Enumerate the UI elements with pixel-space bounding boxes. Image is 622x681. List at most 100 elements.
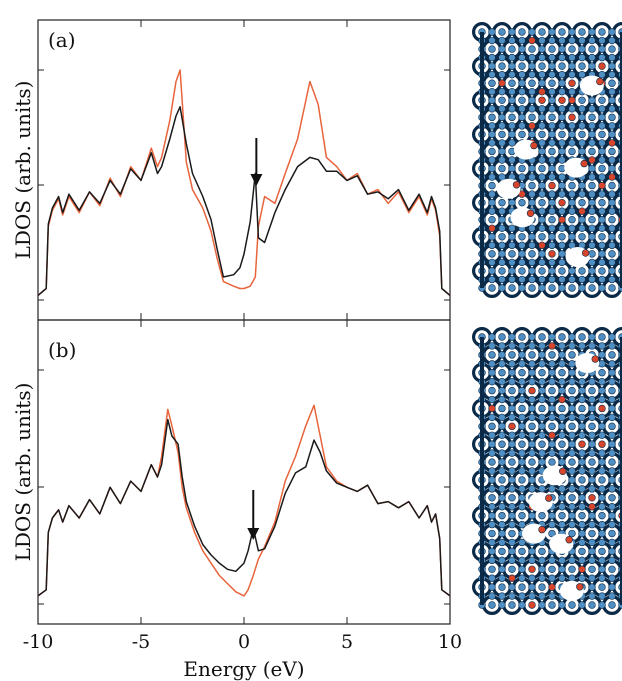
carbon-atom: [498, 467, 506, 475]
dopant-atom: [538, 96, 546, 104]
carbon-atom: [488, 601, 496, 609]
dopant-atom: [559, 467, 567, 475]
carbon-atom: [508, 431, 516, 439]
carbon-atom: [508, 547, 516, 556]
carbon-atom: [578, 377, 586, 386]
carbon-atom: [548, 88, 556, 96]
carbon-atom: [508, 130, 516, 139]
carbon-atom: [518, 574, 526, 582]
carbon-atom: [578, 181, 586, 190]
carbon-atom: [538, 53, 546, 62]
carbon-atom: [528, 113, 536, 122]
carbon-atom: [588, 241, 596, 250]
carbon-atom: [518, 583, 526, 591]
carbon-atom: [598, 250, 606, 258]
carbon-atom: [558, 53, 566, 62]
carbon-atom: [528, 233, 536, 241]
carbon-atom: [608, 70, 616, 79]
carbon-atom: [498, 386, 506, 395]
carbon-atom: [538, 45, 546, 53]
carbon-atom: [558, 139, 566, 147]
carbon-atom: [528, 173, 536, 181]
carbon-atom: [588, 565, 596, 573]
carbon-atom: [538, 36, 546, 45]
carbon-atom: [498, 547, 506, 556]
carbon-atom: [598, 122, 606, 130]
carbon-atom: [488, 62, 496, 70]
carbon-atom: [608, 520, 616, 529]
carbon-atom: [538, 258, 546, 267]
carbon-atom: [548, 511, 556, 520]
carbon-atom: [608, 467, 616, 475]
carbon-atom: [528, 351, 536, 359]
carbon-atom: [558, 173, 566, 181]
carbon-atom: [608, 207, 616, 215]
carbon-atom: [608, 538, 616, 547]
carbon-atom: [498, 574, 506, 582]
carbon-atom: [548, 377, 556, 386]
carbon-atom: [598, 190, 606, 198]
carbon-atom: [558, 233, 566, 241]
carbon-atom: [548, 449, 556, 457]
carbon-atom: [568, 431, 576, 439]
carbon-atom: [558, 79, 566, 87]
carbon-atom: [608, 422, 616, 431]
carbon-atom: [518, 173, 526, 181]
carbon-atom: [568, 216, 576, 224]
carbon-atom: [588, 485, 596, 493]
carbon-atom: [528, 181, 536, 190]
carbon-atom: [568, 70, 576, 79]
carbon-atom: [518, 494, 526, 502]
carbon-atom: [548, 139, 556, 147]
carbon-atom: [608, 181, 616, 190]
carbon-atom: [588, 449, 596, 457]
carbon-atom: [488, 538, 496, 547]
carbon-atom: [558, 62, 566, 70]
carbon-atom: [488, 431, 496, 439]
carbon-atom: [578, 36, 586, 45]
carbon-atom: [578, 556, 586, 565]
carbon-atom: [508, 333, 516, 341]
carbon-atom: [498, 36, 506, 45]
carbon-atom: [528, 583, 536, 591]
x-tick-label: 0: [238, 631, 250, 653]
carbon-atom: [508, 28, 516, 36]
carbon-atom: [588, 190, 596, 198]
carbon-atom: [498, 342, 506, 350]
carbon-atom: [608, 395, 616, 404]
carbon-atom: [498, 369, 506, 377]
panel-a-chart: (a): [37, 19, 451, 321]
dopant-atom: [548, 431, 556, 439]
carbon-atom: [578, 431, 586, 439]
carbon-atom: [488, 386, 496, 395]
carbon-atom: [488, 164, 496, 173]
carbon-atom: [588, 139, 596, 147]
carbon-atom: [528, 164, 536, 173]
carbon-atom: [488, 520, 496, 529]
carbon-atom: [598, 267, 606, 275]
carbon-atom: [508, 113, 516, 122]
carbon-atom: [528, 422, 536, 431]
carbon-atom: [528, 547, 536, 556]
carbon-atom: [558, 190, 566, 198]
carbon-atom: [528, 284, 536, 292]
carbon-atom: [578, 122, 586, 130]
carbon-atom: [578, 422, 586, 431]
carbon-atom: [508, 511, 516, 520]
carbon-atom: [608, 88, 616, 96]
carbon-atom: [598, 233, 606, 241]
dopant-atom: [598, 181, 606, 190]
carbon-atom: [518, 511, 526, 520]
carbon-atom: [568, 565, 576, 573]
carbon-atom: [508, 538, 516, 547]
carbon-atom: [558, 422, 566, 431]
carbon-atom: [588, 574, 596, 582]
carbon-atom: [518, 105, 526, 113]
carbon-atom: [488, 360, 496, 368]
carbon-atom: [578, 333, 586, 341]
carbon-atom: [558, 70, 566, 79]
carbon-atom: [508, 122, 516, 130]
carbon-atom: [578, 601, 586, 609]
carbon-atom: [548, 422, 556, 431]
carbon-atom: [558, 503, 566, 511]
